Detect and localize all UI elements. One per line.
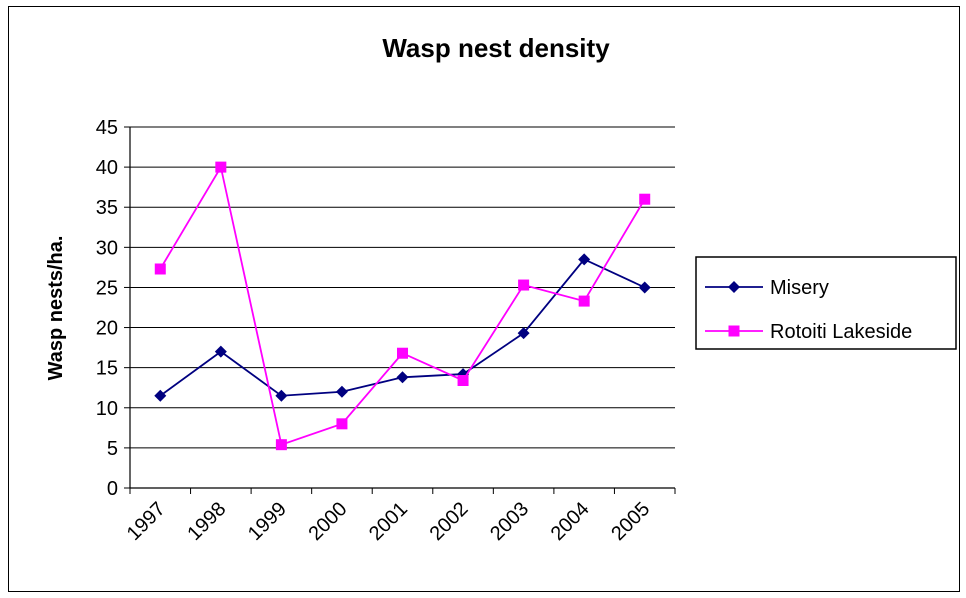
y-axis-label: Wasp nests/ha. [45,236,67,381]
series-line [159,164,646,446]
legend-item: Rotoiti Lakeside [705,321,912,343]
diamond-marker [517,327,530,340]
y-tick-label: 25 [96,277,118,299]
legend: Misery Rotoiti Lakeside [695,256,957,350]
x-tick-label: 2004 [547,498,594,545]
y-tick-label: 35 [96,197,118,219]
y-tick-label: 15 [96,358,118,380]
y-tick-label: 45 [96,117,118,139]
x-tick-label: 2005 [607,498,654,545]
square-marker [336,418,348,430]
square-marker [275,439,287,451]
legend-item: Misery [705,277,829,299]
series-layer [154,161,651,451]
diamond-marker [214,345,227,358]
square-marker [154,263,166,275]
axes [124,126,676,494]
legend-marker [728,281,740,293]
x-tick-label: 2000 [304,498,351,545]
legend-label: Rotoiti Lakeside [770,321,912,343]
diamond-marker [154,389,167,402]
y-tick-label: 5 [107,438,118,460]
x-tick-labels: 1997 1998 1999 2000 2001 2002 2003 2004 2005 [123,498,654,545]
series-1 [154,161,651,451]
diamond-marker [638,281,651,294]
y-tick-label: 10 [96,398,118,420]
x-tick-label: 1997 [123,498,170,545]
square-marker [457,375,469,387]
square-marker [639,193,651,205]
x-tick-label: 2002 [426,498,473,545]
series-0 [154,253,651,402]
square-marker [215,161,227,173]
diamond-marker [275,389,288,402]
y-tick-label: 0 [107,478,118,500]
square-marker [518,279,530,291]
y-tick-labels: 0 5 10 15 20 25 30 35 40 45 [96,117,118,500]
gridlines [130,126,675,449]
diamond-marker [578,253,591,266]
legend-marker [728,325,740,337]
y-tick-label: 40 [96,157,118,179]
y-tick-label: 20 [96,318,118,340]
square-marker [397,347,408,359]
chart-title: Wasp nest density [382,33,610,63]
square-marker [578,295,590,307]
x-tick-label: 1999 [244,498,291,545]
x-tick-label: 1998 [183,498,230,545]
x-tick-label: 2003 [486,498,533,545]
diamond-marker [335,385,348,398]
y-tick-label: 30 [96,237,118,259]
x-tick-label: 2001 [365,498,412,545]
legend-label: Misery [770,277,829,299]
diamond-marker [396,371,409,384]
